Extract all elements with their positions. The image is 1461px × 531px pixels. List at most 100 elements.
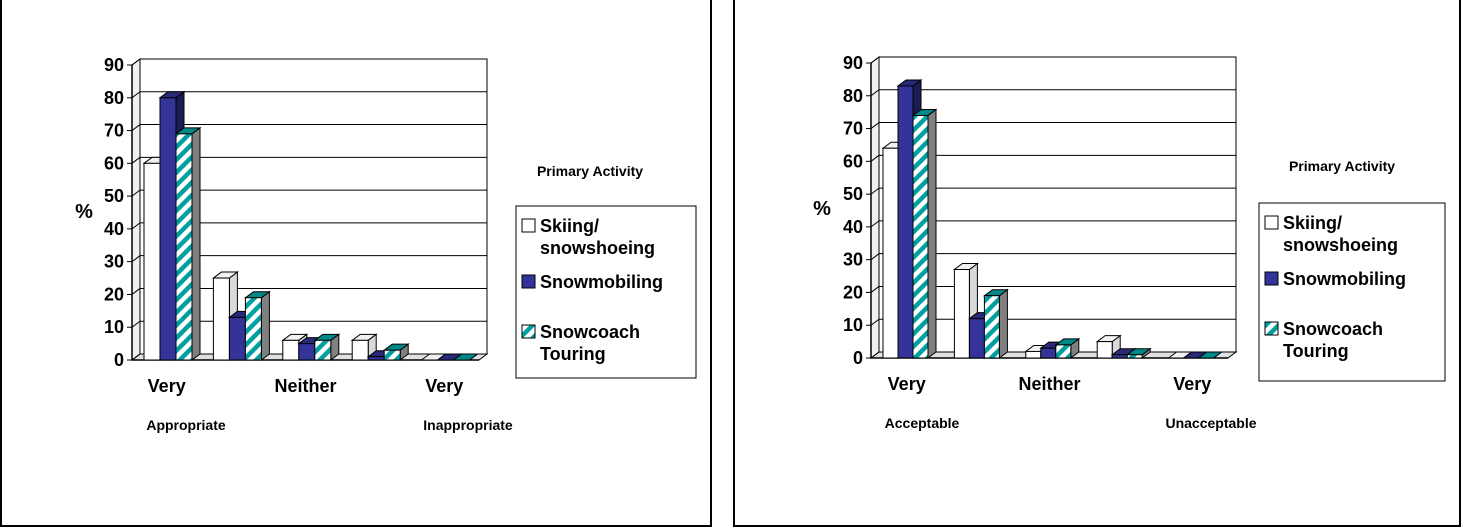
bar-front [228, 316, 246, 361]
bar [1054, 337, 1081, 359]
legend-swatch [521, 218, 536, 233]
gridline-side [870, 253, 880, 261]
x-tick-label: Very [1173, 374, 1211, 394]
bar-front [244, 297, 262, 361]
bar-front [175, 133, 193, 361]
x-end-label-left: Appropriate [146, 417, 226, 433]
legend-swatch [1264, 271, 1279, 286]
chart-panel-acceptability: 0 10 20 30 40 50 60 70 80 90 Very Neither Very Accept… [733, 0, 1461, 527]
y-tick-label: 70 [843, 119, 863, 139]
gridline-side [131, 189, 141, 197]
legend-label-line: snowshoeing [540, 238, 655, 258]
bar-side [260, 290, 270, 361]
gridline-side [870, 286, 880, 293]
gridline-side [870, 220, 880, 228]
legend-label: Snowmobiling [540, 272, 663, 292]
gridline-side [131, 320, 141, 328]
y-tick-label: 70 [104, 121, 124, 141]
bar-front [1055, 344, 1072, 359]
chart-panel-appropriateness: 0 10 20 30 40 50 60 70 80 90 Very Neither Very Approp… [0, 0, 712, 527]
legend-swatch [1264, 215, 1279, 230]
bar-front [897, 85, 914, 359]
y-tick-label: 10 [843, 315, 863, 335]
legend-title: Primary Activity [1289, 158, 1395, 174]
bar-front [1126, 354, 1143, 359]
bar-front [298, 343, 316, 361]
gridline-side [131, 288, 141, 295]
bar-front [282, 339, 300, 361]
y-tick-label: 40 [104, 219, 124, 239]
bar [452, 353, 480, 361]
y-tick-label: 50 [104, 186, 124, 206]
y-axis-label: % [75, 201, 93, 223]
y-tick-label: 30 [843, 250, 863, 270]
bar-side [998, 288, 1008, 359]
gridline-side [131, 353, 141, 361]
legend-title: Primary Activity [537, 163, 643, 179]
y-tick-label: 60 [843, 151, 863, 171]
y-tick-label: 10 [104, 317, 124, 337]
x-tick-label: Neither [1018, 374, 1080, 394]
legend-swatch [1264, 321, 1279, 336]
bar [174, 126, 202, 361]
bar-front [367, 356, 385, 361]
legend: Skiing/snowshoeing Snowmobiling SnowcoachT… [515, 205, 697, 379]
gridline-side [131, 124, 141, 131]
chart-side-wall [870, 56, 880, 359]
bar-top [452, 353, 480, 361]
legend-label-line: Skiing/ [540, 216, 599, 236]
gridline-side [870, 351, 880, 359]
gridline-side [131, 255, 141, 263]
bar [1125, 347, 1152, 359]
x-end-label-right: Unacceptable [1165, 415, 1256, 431]
chart-side-wall [131, 58, 141, 361]
bar-front [1025, 350, 1042, 359]
bar-front [159, 97, 177, 361]
bar-chart-appropriateness: 0 10 20 30 40 50 60 70 80 90 Very Neither Very Approp… [75, 55, 697, 433]
x-tick-label: Very [425, 376, 463, 396]
bar-front [1096, 341, 1113, 359]
bar-side [927, 108, 937, 359]
gridline-side [131, 58, 141, 66]
y-axis-label: % [813, 198, 831, 220]
gridline-side [131, 156, 141, 164]
x-end-label-left: Acceptable [885, 415, 960, 431]
gridline-side [870, 318, 880, 326]
y-tick-label: 20 [104, 284, 124, 304]
bar [350, 333, 378, 361]
gridline-side [870, 89, 880, 97]
bar [911, 108, 938, 359]
chart-back-wall [878, 56, 1237, 353]
bar [313, 333, 341, 361]
bar-front [912, 114, 929, 359]
bar-front [351, 339, 369, 361]
legend-box [1258, 202, 1446, 382]
y-tick-label: 80 [843, 86, 863, 106]
y-tick-label: 40 [843, 217, 863, 237]
gridline-side [870, 56, 880, 64]
legend-label-line: Skiing/ [1283, 213, 1342, 233]
bar-front [143, 162, 161, 361]
x-tick-label: Very [148, 376, 186, 396]
y-tick-label: 50 [843, 184, 863, 204]
bar [243, 290, 271, 361]
legend: Skiing/snowshoeing Snowmobiling SnowcoachT… [1258, 202, 1446, 382]
gridline-side [131, 222, 141, 230]
gridline-side [131, 91, 141, 99]
legend-label-line: Touring [540, 344, 606, 364]
y-tick-label: 90 [104, 55, 124, 75]
bar [1197, 351, 1224, 359]
x-tick-label: Neither [274, 376, 336, 396]
y-tick-label: 60 [104, 153, 124, 173]
legend-label-line: snowshoeing [1283, 235, 1398, 255]
bar [982, 288, 1009, 359]
bar-side [191, 126, 201, 361]
bar-chart-acceptability: 0 10 20 30 40 50 60 70 80 90 Very Neither Very Accept… [813, 53, 1446, 431]
legend-label-line: Touring [1283, 341, 1349, 361]
legend-swatch [521, 274, 536, 289]
legend-label-line: Snowcoach [540, 322, 640, 342]
bar-front [953, 269, 970, 359]
y-tick-label: 0 [853, 348, 863, 368]
bar-front [983, 295, 1000, 359]
y-tick-label: 20 [843, 282, 863, 302]
